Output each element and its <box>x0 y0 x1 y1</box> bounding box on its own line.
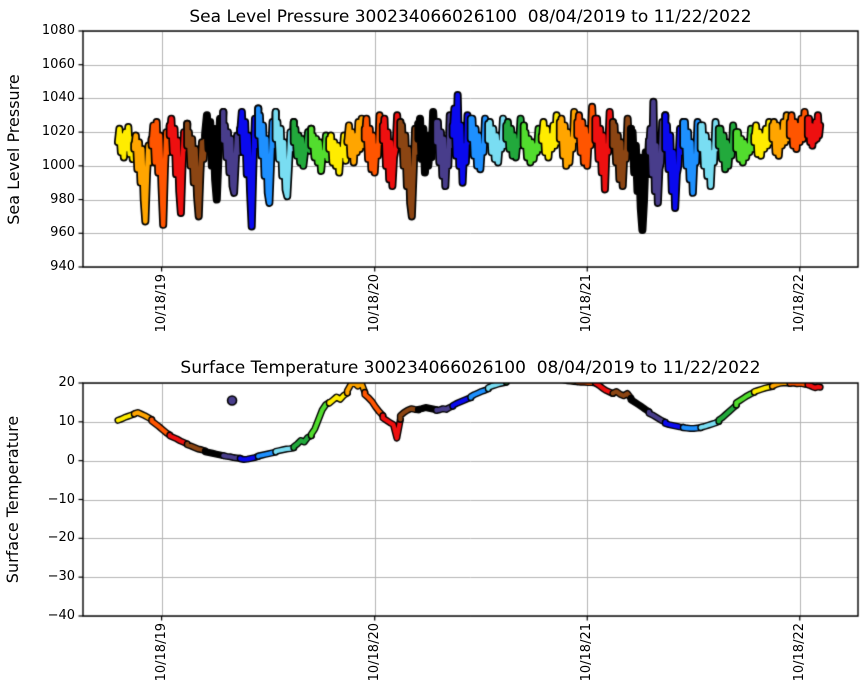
temperature-y-tick-label: −40 <box>47 608 75 623</box>
pressure-y-tick-label: 1080 <box>41 23 75 38</box>
pressure-y-tick-label: 960 <box>50 225 75 241</box>
pressure-x-tick-label: 10/18/20 <box>366 274 382 333</box>
pressure-x-tick-label: 10/18/19 <box>153 274 169 333</box>
temperature-y-tick-label: −10 <box>47 491 75 507</box>
temperature-y-tick-label: 20 <box>58 375 75 390</box>
temperature-y-tick-label: 0 <box>66 452 75 468</box>
pressure-y-tick-label: 1020 <box>41 124 75 140</box>
temperature-x-tick-label: 10/18/21 <box>579 623 595 682</box>
temperature-y-tick-label: 10 <box>58 413 75 429</box>
pressure-y-tick-label: 1000 <box>41 157 75 173</box>
temperature-x-tick-label: 10/18/22 <box>791 623 807 682</box>
temperature-x-tick-label: 10/18/20 <box>366 623 382 682</box>
temperature-x-tick-label: 10/18/19 <box>153 623 169 682</box>
temperature-y-tick-label: −20 <box>47 530 75 546</box>
pressure-y-tick-label: 980 <box>50 191 75 207</box>
temperature-chart-title: Surface Temperature 300234066026100 08/0… <box>180 358 761 378</box>
pressure-y-tick-label: 1040 <box>41 90 75 106</box>
pressure-x-tick-label: 10/18/21 <box>579 274 595 333</box>
pressure-y-tick-label: 940 <box>50 259 75 274</box>
pressure-chart-title: Sea Level Pressure 300234066026100 08/04… <box>189 7 752 27</box>
temperature-y-tick-label: −30 <box>47 569 75 585</box>
pressure-y-tick-label: 1060 <box>41 56 75 72</box>
pressure-x-tick-label: 10/18/22 <box>791 274 807 333</box>
